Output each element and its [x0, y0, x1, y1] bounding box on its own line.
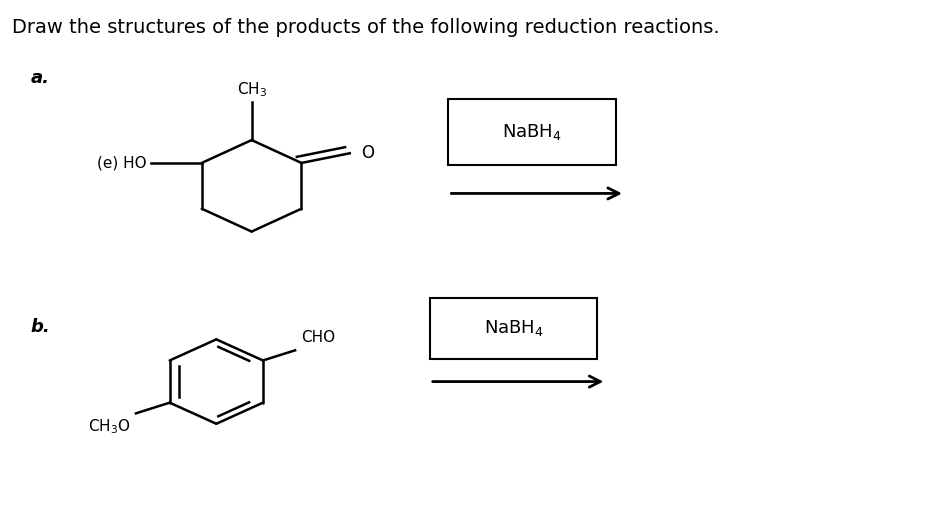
Text: O: O [361, 144, 374, 162]
Bar [448, 99, 616, 166]
Text: Draw the structures of the products of the following reduction reactions.: Draw the structures of the products of t… [12, 18, 720, 37]
Text: CH$_3$O: CH$_3$O [88, 417, 131, 436]
Text: CHO: CHO [301, 330, 334, 345]
Text: NaBH$_4$: NaBH$_4$ [484, 318, 544, 338]
Bar [430, 298, 597, 359]
Text: (e) HO: (e) HO [97, 155, 147, 171]
Text: a.: a. [31, 69, 50, 87]
Text: CH$_3$: CH$_3$ [236, 81, 267, 99]
Text: b.: b. [31, 318, 50, 336]
Text: NaBH$_4$: NaBH$_4$ [502, 122, 562, 142]
